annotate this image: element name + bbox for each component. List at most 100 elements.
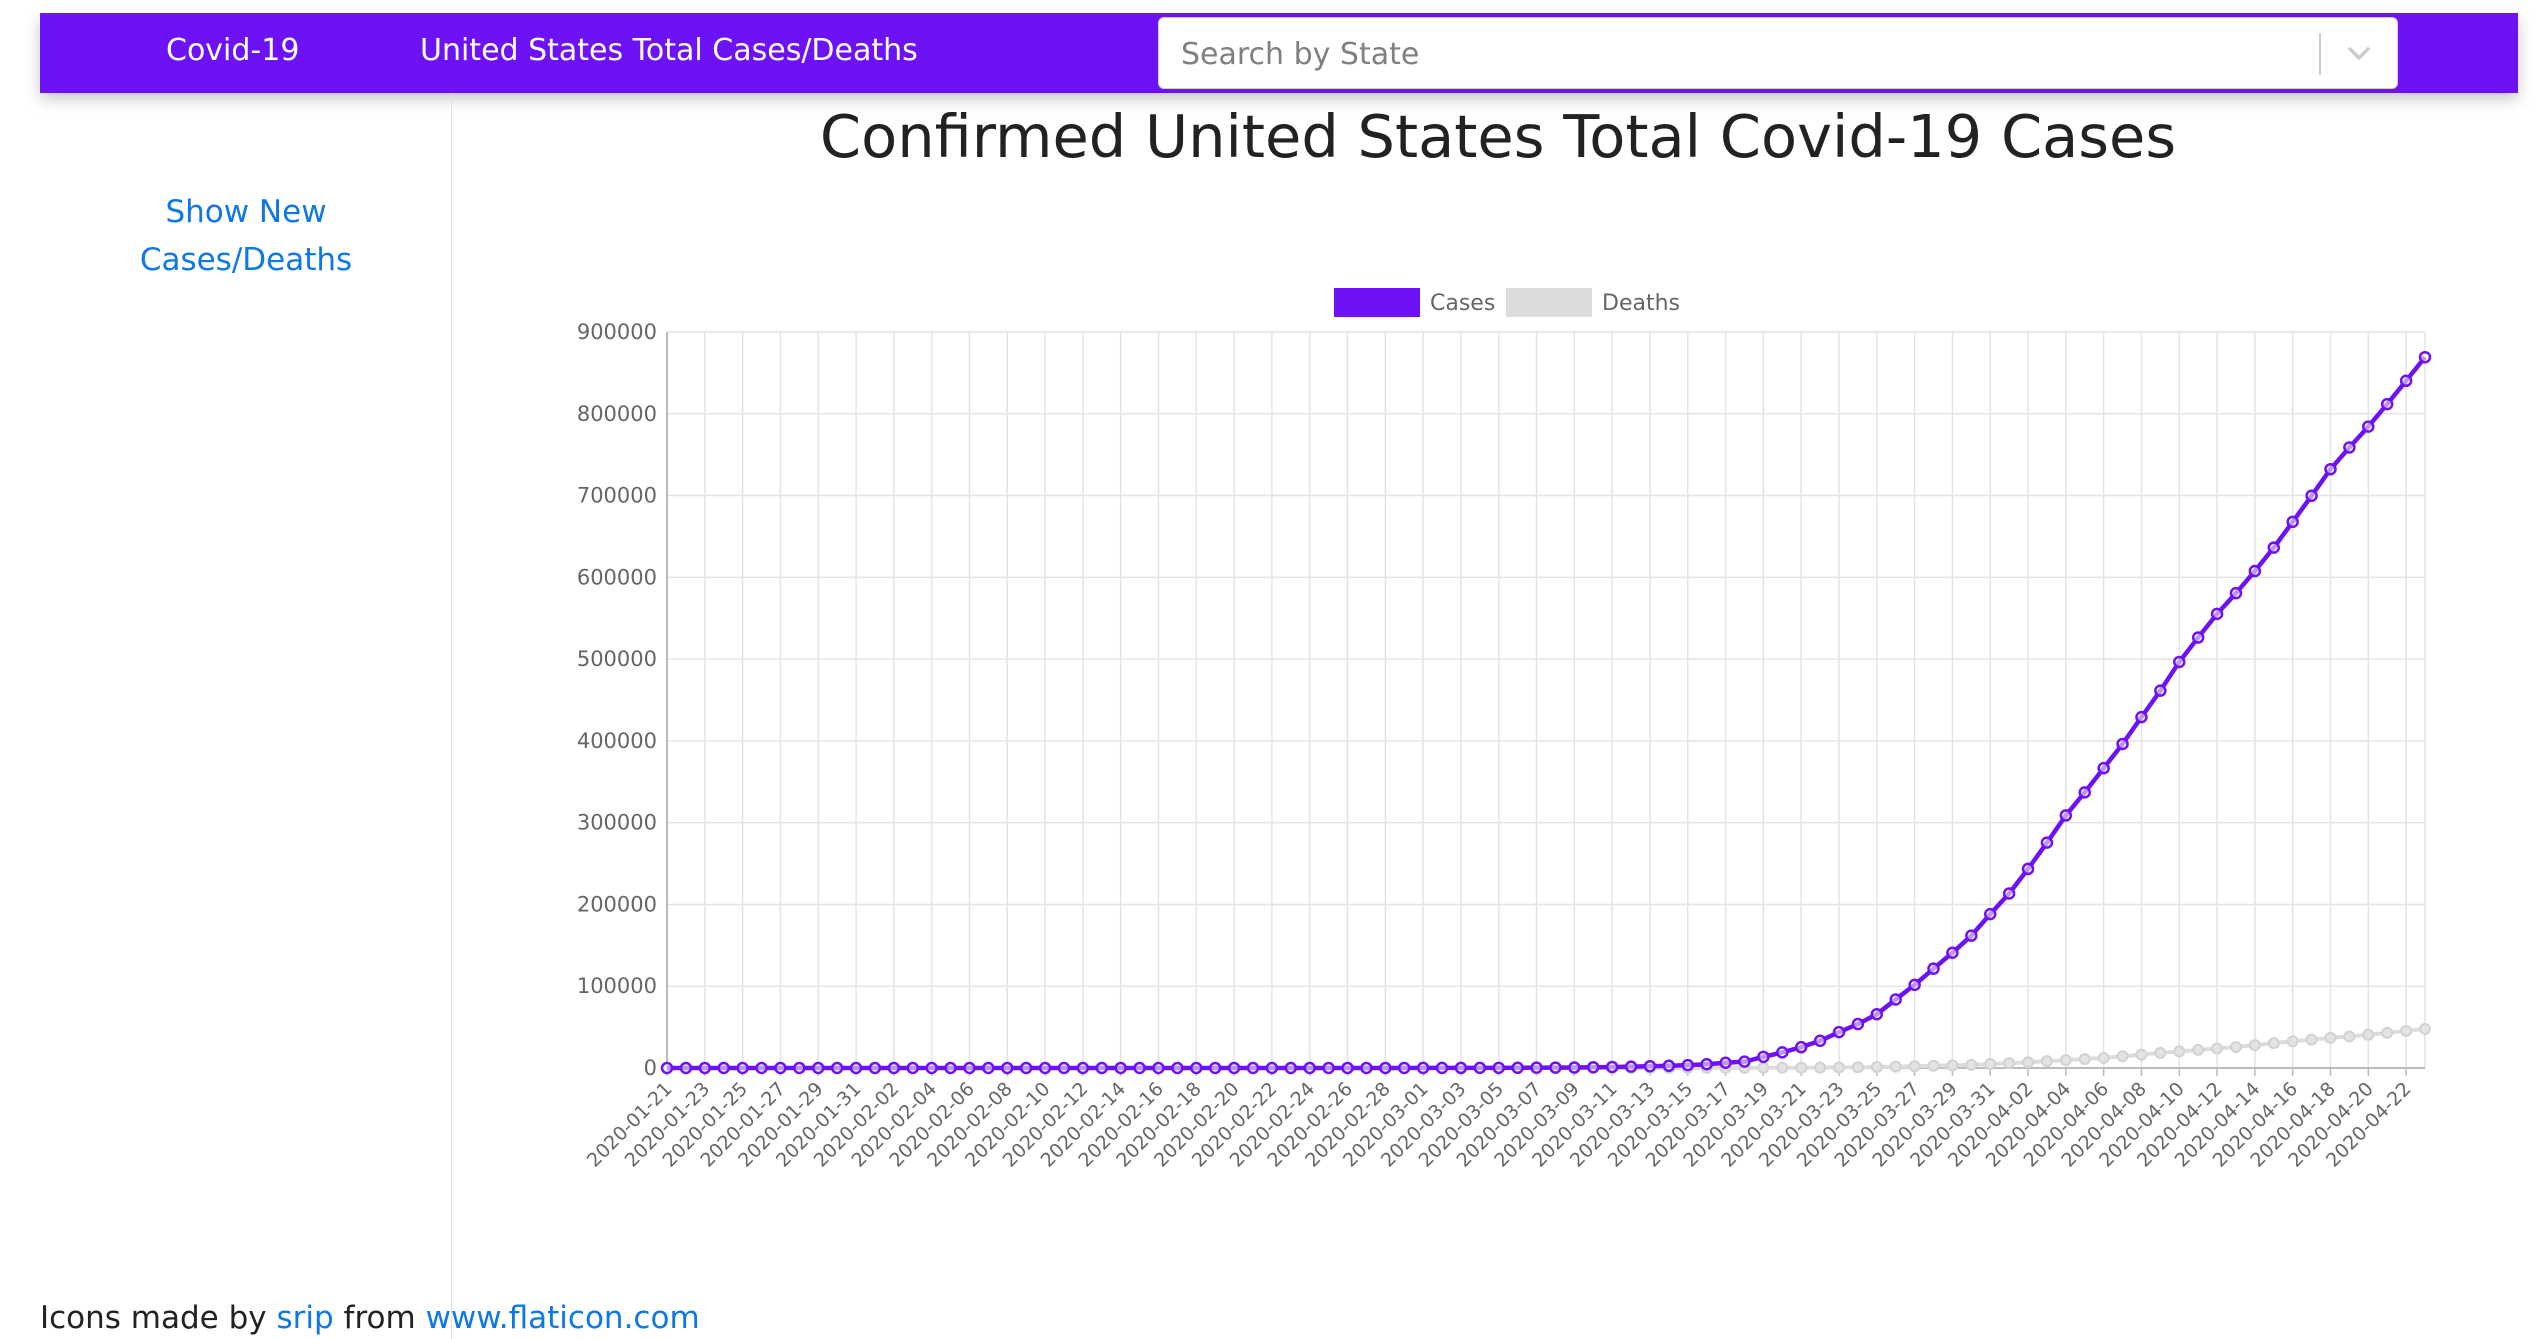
credit-middle: from [343,1300,416,1336]
data-point-deaths [1833,1061,1845,1074]
data-point-deaths [2362,1028,2375,1041]
data-point-cases [2040,836,2054,849]
data-point-cases [1171,1061,1184,1075]
show-new-cases-link[interactable]: Show New Cases/Deaths [96,188,396,284]
data-point-cases [2135,710,2148,724]
data-point-cases [1965,929,1978,942]
data-point-cases [1379,1061,1392,1075]
data-point-cases [774,1061,787,1075]
data-point-deaths [2154,1046,2167,1059]
flaticon-link[interactable]: www.flaticon.com [425,1300,700,1336]
data-point-deaths [2305,1033,2318,1046]
data-point-cases [1549,1061,1562,1074]
legend-swatch-deaths [1506,288,1592,317]
data-point-cases [1908,978,1921,992]
legend-label-cases: Cases [1430,291,1495,316]
show-new-cases-line2[interactable]: Cases/Deaths [139,242,353,278]
data-point-cases [2399,374,2413,388]
data-point-cases [1360,1061,1373,1075]
data-point-cases [2286,515,2299,529]
data-point-cases [1813,1034,1827,1048]
chart-legend: Cases Deaths [1334,288,1680,317]
data-point-cases [2248,564,2262,578]
data-point-deaths [1946,1059,1959,1072]
y-tick-label: 100000 [577,974,657,998]
data-point-cases [2097,761,2110,775]
data-point-deaths [2173,1045,2186,1058]
data-point-deaths [1814,1061,1827,1074]
data-point-cases [1001,1061,1014,1075]
grid-lines [666,331,2426,1076]
data-point-cases [1946,946,1959,960]
data-point-deaths [1795,1061,1808,1074]
data-point-cases [1757,1050,1770,1064]
data-point-deaths [1757,1061,1770,1074]
data-point-cases [1624,1060,1638,1073]
data-point-deaths [2267,1037,2280,1050]
nav-link-us-total[interactable]: United States Total Cases/Deaths [420,33,918,68]
data-point-cases [1870,1007,1884,1021]
data-point-deaths [2078,1053,2091,1066]
data-point-cases [1152,1061,1165,1075]
data-point-cases [1038,1061,1052,1075]
data-point-cases [811,1061,825,1075]
data-point-cases [2002,887,2016,900]
page-title: Confirmed United States Total Covid-19 C… [819,102,2177,171]
data-point-cases [1738,1055,1751,1068]
data-point-cases [906,1061,919,1075]
data-point-cases [1246,1061,1260,1075]
data-point-cases [2305,489,2318,503]
data-point-cases [2229,586,2243,600]
y-tick-label: 500000 [577,647,657,671]
data-point-cases [944,1061,957,1075]
data-point-cases [868,1061,882,1075]
data-point-cases [1983,907,1997,921]
data-point-deaths [1776,1061,1789,1074]
y-tick-label: 0 [644,1056,657,1080]
data-point-cases [1473,1061,1487,1075]
series-cases [660,350,2432,1075]
data-point-cases [2078,786,2091,799]
data-point-cases [925,1061,938,1075]
data-point-deaths [2229,1040,2242,1053]
data-point-cases [1700,1057,1713,1071]
data-point-cases [660,1061,674,1075]
data-point-cases [1057,1061,1071,1075]
data-point-cases [1643,1059,1657,1073]
data-point-cases [1511,1061,1524,1075]
data-point-deaths [2116,1050,2129,1063]
sidebar-divider [451,93,452,1339]
data-point-cases [2362,420,2375,433]
data-point-deaths [2381,1026,2394,1039]
brand-link[interactable]: Covid-19 [166,33,300,68]
data-point-cases [1322,1061,1335,1075]
chevron-down-icon[interactable] [2343,38,2375,70]
y-tick-label: 600000 [577,565,657,589]
data-point-deaths [2324,1031,2337,1044]
show-new-cases-line1[interactable]: Show New [165,194,327,230]
data-point-cases [1416,1061,1430,1075]
data-point-cases [1719,1056,1732,1069]
data-point-cases [1530,1061,1543,1074]
data-point-cases [717,1061,730,1075]
state-search-select[interactable]: Search by State [1158,17,2398,89]
data-point-cases [1227,1061,1241,1075]
data-point-cases [2154,684,2167,697]
data-point-deaths [2135,1048,2148,1061]
data-point-cases [1605,1060,1619,1074]
author-link[interactable]: srip [276,1300,334,1336]
icon-credit: Icons made by srip from www.flaticon.com [40,1300,700,1336]
select-separator [2319,33,2321,75]
data-point-cases [755,1061,768,1075]
data-point-cases [1284,1061,1298,1075]
data-point-deaths [1927,1059,1940,1072]
data-point-cases [1133,1061,1146,1075]
data-point-cases [1927,962,1940,975]
data-point-deaths [1908,1060,1921,1073]
data-point-deaths [2192,1043,2205,1056]
data-point-deaths [1889,1060,1902,1073]
data-point-cases [2021,862,2035,876]
data-point-cases [1587,1060,1600,1074]
data-point-cases [2173,655,2186,669]
data-point-deaths [2097,1051,2110,1064]
